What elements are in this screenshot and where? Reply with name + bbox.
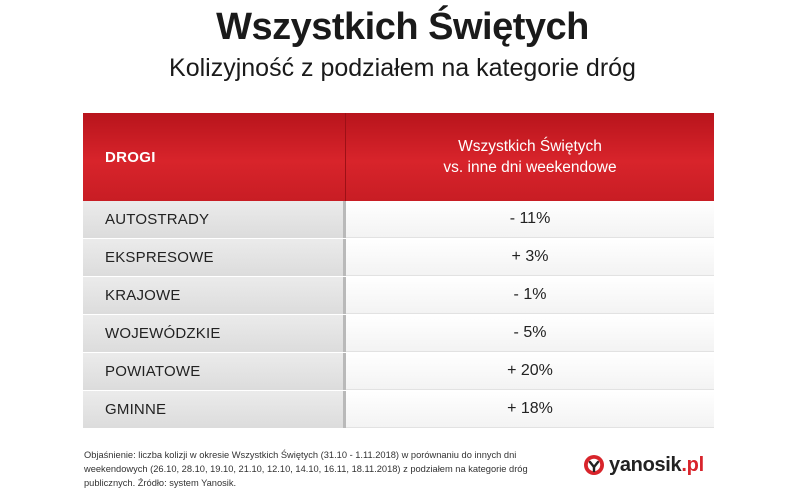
header-comparison-line1: Wszystkich Świętych: [458, 138, 602, 155]
table-row: GMINNE + 18%: [83, 391, 714, 428]
yanosik-logo-icon: [584, 455, 604, 475]
note-line: Objaśnienie: liczba kolizji w okresie Ws…: [84, 450, 517, 460]
collision-change-value: - 5%: [346, 315, 714, 352]
table-row: WOJEWÓDZKIE - 5%: [83, 315, 714, 352]
road-category: AUTOSTRADY: [83, 201, 346, 238]
road-category: GMINNE: [83, 391, 346, 428]
explanation-note: Objaśnienie: liczba kolizji w okresie Ws…: [84, 448, 569, 490]
header-roads: DROGI: [83, 113, 346, 201]
table-row: EKSPRESOWE + 3%: [83, 239, 714, 276]
table-body: AUTOSTRADY - 11% EKSPRESOWE + 3% KRAJOWE - 1%…: [83, 201, 714, 428]
collision-change-value: - 11%: [346, 201, 714, 238]
collision-table: DROGI Wszystkich Świętych vs. inne dni w…: [83, 113, 714, 428]
collision-change-value: - 1%: [346, 277, 714, 314]
page-title: Wszystkich Świętych: [216, 6, 589, 48]
road-category: WOJEWÓDZKIE: [83, 315, 346, 352]
road-category: KRAJOWE: [83, 277, 346, 314]
table-header: DROGI Wszystkich Świętych vs. inne dni w…: [83, 113, 714, 201]
table-row: AUTOSTRADY - 11%: [83, 201, 714, 238]
collision-change-value: + 3%: [346, 239, 714, 276]
header-comparison: Wszystkich Świętych vs. inne dni weekend…: [346, 113, 714, 201]
note-line: weekendowych (26.10, 28.10, 19.10, 21.10…: [84, 464, 528, 474]
yanosik-logo: yanosik.pl: [583, 452, 723, 478]
logo-wordmark: yanosik.pl: [609, 453, 704, 476]
road-category: POWIATOWE: [83, 353, 346, 390]
road-category: EKSPRESOWE: [83, 239, 346, 276]
header-comparison-line2: vs. inne dni weekendowe: [443, 159, 617, 176]
collision-change-value: + 20%: [346, 353, 714, 390]
table-row: KRAJOWE - 1%: [83, 277, 714, 314]
collision-change-value: + 18%: [346, 391, 714, 428]
page-subtitle: Kolizyjność z podziałem na kategorie dró…: [169, 54, 636, 82]
note-line: publicznych. Źródło: system Yanosik.: [84, 478, 237, 488]
table-row: POWIATOWE + 20%: [83, 353, 714, 390]
